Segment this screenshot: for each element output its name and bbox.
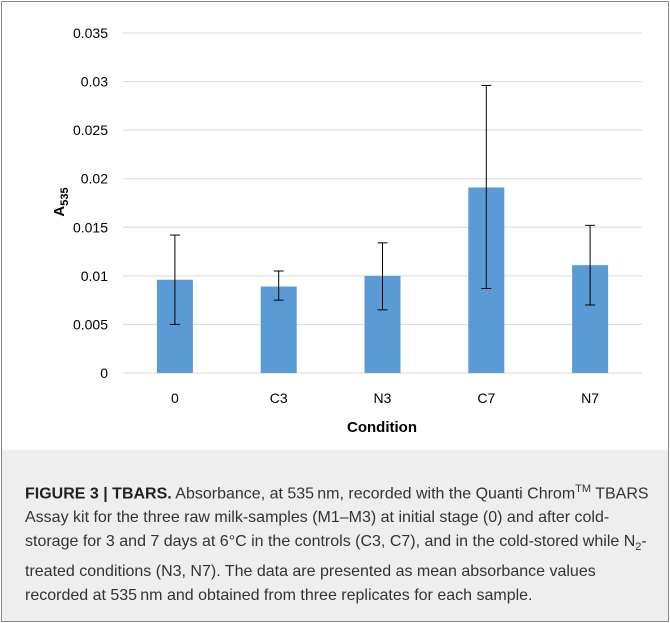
x-tick-label: C7 — [477, 390, 495, 406]
x-tick-label: C3 — [270, 390, 288, 406]
y-tick-label: 0.015 — [73, 219, 108, 235]
caption-box: FIGURE 3 | TBARS. Absorbance, at 535 nm,… — [2, 450, 668, 621]
plot-area: 0 0.005 0.01 0.015 0.02 0.025 0.03 0.035 0 C3 N3 C… — [2, 2, 668, 450]
y-tick-label: 0.005 — [73, 316, 108, 332]
y-tick-label: 0.025 — [73, 122, 108, 138]
y-axis-label-subscript: 535 — [59, 187, 71, 205]
caption-text-3: -treated conditions (N3, N7). The data a… — [25, 533, 647, 604]
x-axis-label: Condition — [347, 419, 417, 436]
y-tick-label: 0.035 — [73, 25, 108, 41]
y-tick-label: 0.03 — [81, 74, 108, 90]
error-bars — [169, 84, 596, 325]
y-axis-label: A535 — [51, 187, 71, 216]
y-tick-labels: 0 0.005 0.01 0.015 0.02 0.025 0.03 0.035 — [73, 25, 108, 381]
y-tick-label: 0 — [100, 365, 108, 381]
caption-subscript: 2 — [635, 541, 642, 554]
caption-tm: TM — [575, 483, 592, 495]
x-tick-label: N7 — [581, 390, 599, 406]
y-axis-label-main: A — [51, 206, 68, 217]
caption-title: TBARS. — [112, 485, 172, 503]
bar — [260, 286, 297, 373]
caption-text-2: TBARS Assay kit for the three raw milk-s… — [25, 485, 649, 551]
caption-label: FIGURE 3 | — [25, 485, 108, 503]
figure-caption: FIGURE 3 | TBARS. Absorbance, at 535 nm,… — [25, 477, 655, 608]
x-tick-label: N3 — [374, 390, 392, 406]
bar-chart: 0 0.005 0.01 0.015 0.02 0.025 0.03 0.035 0 C3 N3 C… — [51, 25, 642, 436]
caption-text-1: Absorbance, at 535 nm, recorded with the… — [175, 485, 576, 503]
x-tick-label: 0 — [171, 390, 179, 406]
y-tick-label: 0.01 — [81, 268, 108, 284]
y-tick-label: 0.02 — [81, 171, 108, 187]
x-tick-labels: 0 C3 N3 C7 N7 — [171, 390, 599, 406]
